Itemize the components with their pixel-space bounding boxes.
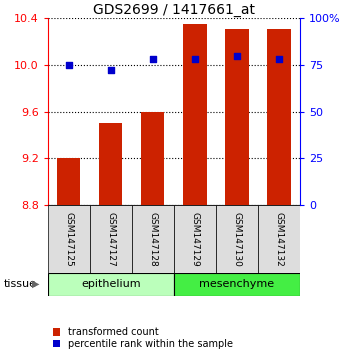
Point: [234, 53, 240, 59]
Bar: [99, 123, 122, 205]
Text: mesenchyme: mesenchyme: [199, 279, 275, 289]
Bar: [216, 205, 258, 273]
Point: [108, 68, 114, 73]
Text: GSM147125: GSM147125: [64, 212, 73, 266]
Text: epithelium: epithelium: [81, 279, 140, 289]
Text: GSM147128: GSM147128: [148, 212, 158, 266]
Bar: [258, 205, 300, 273]
Text: GSM147130: GSM147130: [233, 211, 241, 267]
Bar: [174, 205, 216, 273]
Bar: [57, 159, 80, 205]
Bar: [141, 112, 164, 205]
Bar: [174, 273, 300, 296]
Legend: transformed count, percentile rank within the sample: transformed count, percentile rank withi…: [53, 327, 233, 349]
Text: GSM147129: GSM147129: [190, 212, 199, 266]
Point: [150, 56, 155, 62]
Bar: [267, 29, 291, 205]
Point: [66, 62, 72, 68]
Text: ▶: ▶: [32, 279, 40, 289]
Text: tissue: tissue: [3, 279, 36, 289]
Bar: [225, 29, 249, 205]
Bar: [90, 205, 132, 273]
Bar: [48, 273, 174, 296]
Text: GSM147127: GSM147127: [106, 212, 115, 266]
Bar: [183, 24, 207, 205]
Text: GSM147132: GSM147132: [275, 212, 284, 266]
Title: GDS2699 / 1417661_at: GDS2699 / 1417661_at: [93, 3, 255, 17]
Point: [192, 56, 198, 62]
Point: [276, 56, 282, 62]
Bar: [48, 205, 90, 273]
Bar: [132, 205, 174, 273]
